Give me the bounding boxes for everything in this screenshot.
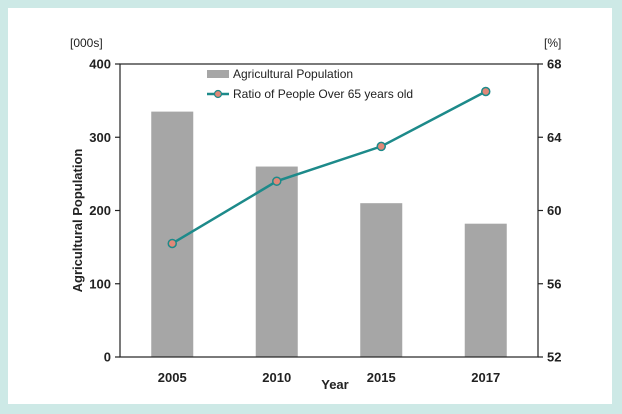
chart-frame [8, 8, 612, 404]
bar-2017 [464, 223, 507, 357]
x-tick-label: 2015 [367, 370, 396, 385]
legend: Agricultural Population Ratio of People O… [207, 67, 413, 101]
line-series-ratio-over-65 [171, 90, 487, 245]
right-tick-label: 64 [547, 130, 562, 145]
x-tick-label: 2010 [262, 370, 291, 385]
legend-label-line: Ratio of People Over 65 years old [233, 87, 413, 101]
line-point-2005 [167, 238, 177, 249]
right-tick-label: 56 [547, 276, 561, 291]
right-tick-label: 52 [547, 350, 561, 365]
line-point-2017 [481, 86, 491, 97]
x-axis-label: Year [321, 377, 348, 392]
line-point-2015 [376, 141, 386, 152]
left-tick-label: 0 [104, 350, 111, 365]
legend-swatch-bar [207, 70, 229, 78]
left-axis-unit: [000s] [70, 36, 103, 50]
left-tick-label: 100 [89, 276, 111, 291]
right-tick-label: 60 [547, 203, 561, 218]
legend-swatch-marker [213, 89, 223, 99]
legend-label-bar: Agricultural Population [233, 67, 353, 81]
bar-2015 [360, 203, 403, 357]
line-point-2010 [272, 176, 282, 186]
bar-2010 [255, 166, 298, 357]
left-tick-label: 300 [89, 130, 111, 145]
left-tick-label: 200 [89, 203, 111, 218]
y-axis-label: Agricultural Population [70, 149, 85, 293]
left-tick-label: 400 [89, 57, 111, 72]
x-tick-label: 2017 [471, 370, 500, 385]
right-tick-label: 68 [547, 57, 561, 72]
x-tick-label: 2005 [158, 370, 187, 385]
right-axis-unit: [%] [544, 36, 561, 50]
